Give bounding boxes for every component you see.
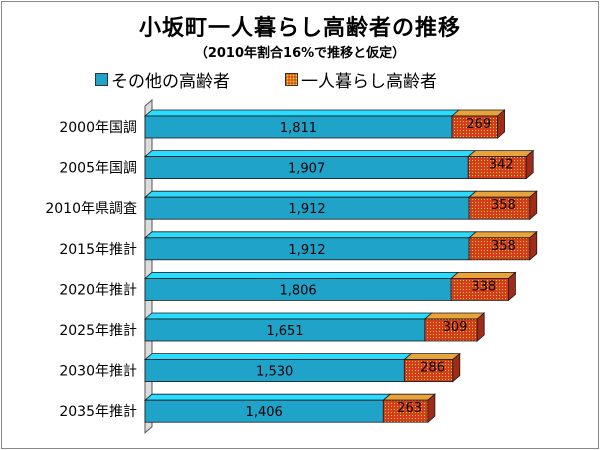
labels-layer: 2000年国調 1,811 269 2005年国調 1,907 342 2010年県調査 1,… [45, 117, 515, 420]
value-label-others: 1,811 [280, 121, 317, 136]
value-label-single: 358 [491, 239, 516, 254]
value-label-others: 1,530 [256, 365, 293, 380]
bar-single-top [468, 231, 538, 239]
axis-layer [144, 98, 153, 434]
value-label-single: 286 [420, 361, 445, 376]
legend-swatch-single [285, 72, 298, 86]
bar-others-top [143, 393, 392, 401]
bar-others-top [143, 109, 461, 117]
bar-single-end [529, 190, 538, 221]
value-label-single: 309 [443, 320, 468, 335]
bars-layer [143, 109, 538, 424]
value-label-single: 338 [471, 279, 496, 294]
category-label: 2005年国調 [59, 161, 137, 177]
axis-wall [144, 98, 153, 434]
bar-single-top [450, 109, 506, 117]
bar-single-end [497, 109, 505, 139]
value-label-others: 1,907 [288, 162, 325, 177]
bar-others-top [143, 150, 477, 158]
category-label: 2020年推計 [59, 282, 137, 298]
bar-others-top [143, 312, 433, 320]
bar-single-top [382, 393, 436, 401]
legend-label-single: 一人暮らし高齢者 [301, 71, 437, 92]
bar-single-top [467, 150, 535, 158]
bar-others-top [143, 353, 413, 361]
category-label: 2035年推計 [59, 404, 137, 420]
bar-single-top [468, 190, 538, 198]
bar-others-top [143, 190, 478, 198]
category-label: 2030年推計 [59, 364, 137, 380]
value-label-single: 358 [491, 198, 516, 213]
bar-single-end [508, 271, 516, 302]
bar-single-end [427, 393, 436, 424]
value-label-others: 1,806 [279, 283, 316, 298]
value-label-others: 1,651 [266, 324, 303, 339]
category-label: 2000年国調 [59, 120, 137, 136]
value-label-single: 263 [397, 401, 422, 416]
bar-single-end [529, 230, 538, 261]
bar-single-end [452, 352, 461, 383]
bar-single-end [525, 149, 534, 180]
category-label: 2010年県調査 [45, 201, 137, 217]
value-label-single: 342 [489, 158, 514, 173]
value-label-others: 1,406 [246, 405, 283, 420]
chart-title: 小坂町一人暮らし高齢者の推移 [138, 16, 461, 41]
value-label-others: 1,912 [288, 243, 325, 258]
bar-others-top [143, 271, 460, 279]
value-label-others: 1,912 [288, 202, 325, 217]
category-label: 2025年推計 [59, 323, 137, 339]
bar-single-top [450, 271, 517, 279]
legend-label-others: その他の高齢者 [111, 71, 230, 92]
bar-single-top [423, 312, 486, 320]
legend-item-others: その他の高齢者 [95, 68, 230, 92]
legend-item-single: 一人暮らし高齢者 [285, 68, 437, 92]
chart-subtitle: （2010年割合16%で推移と仮定） [194, 46, 406, 61]
legend-swatch-others [95, 72, 108, 86]
bar-single-end [476, 312, 485, 342]
bar-others-top [143, 231, 478, 239]
value-label-single: 269 [466, 117, 491, 132]
category-label: 2015年推計 [59, 242, 137, 258]
bar-single-top [403, 353, 461, 361]
